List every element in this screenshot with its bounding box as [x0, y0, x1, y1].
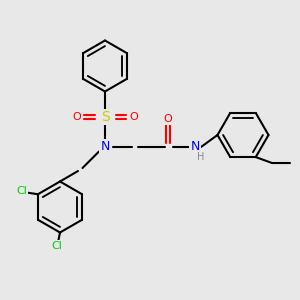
- Text: H: H: [197, 152, 204, 163]
- Text: N: N: [190, 140, 200, 154]
- Text: O: O: [129, 112, 138, 122]
- Text: O: O: [72, 112, 81, 122]
- Text: S: S: [100, 110, 109, 124]
- Text: N: N: [100, 140, 110, 154]
- Text: Cl: Cl: [52, 241, 62, 251]
- Text: O: O: [164, 113, 172, 124]
- Text: Cl: Cl: [16, 186, 27, 196]
